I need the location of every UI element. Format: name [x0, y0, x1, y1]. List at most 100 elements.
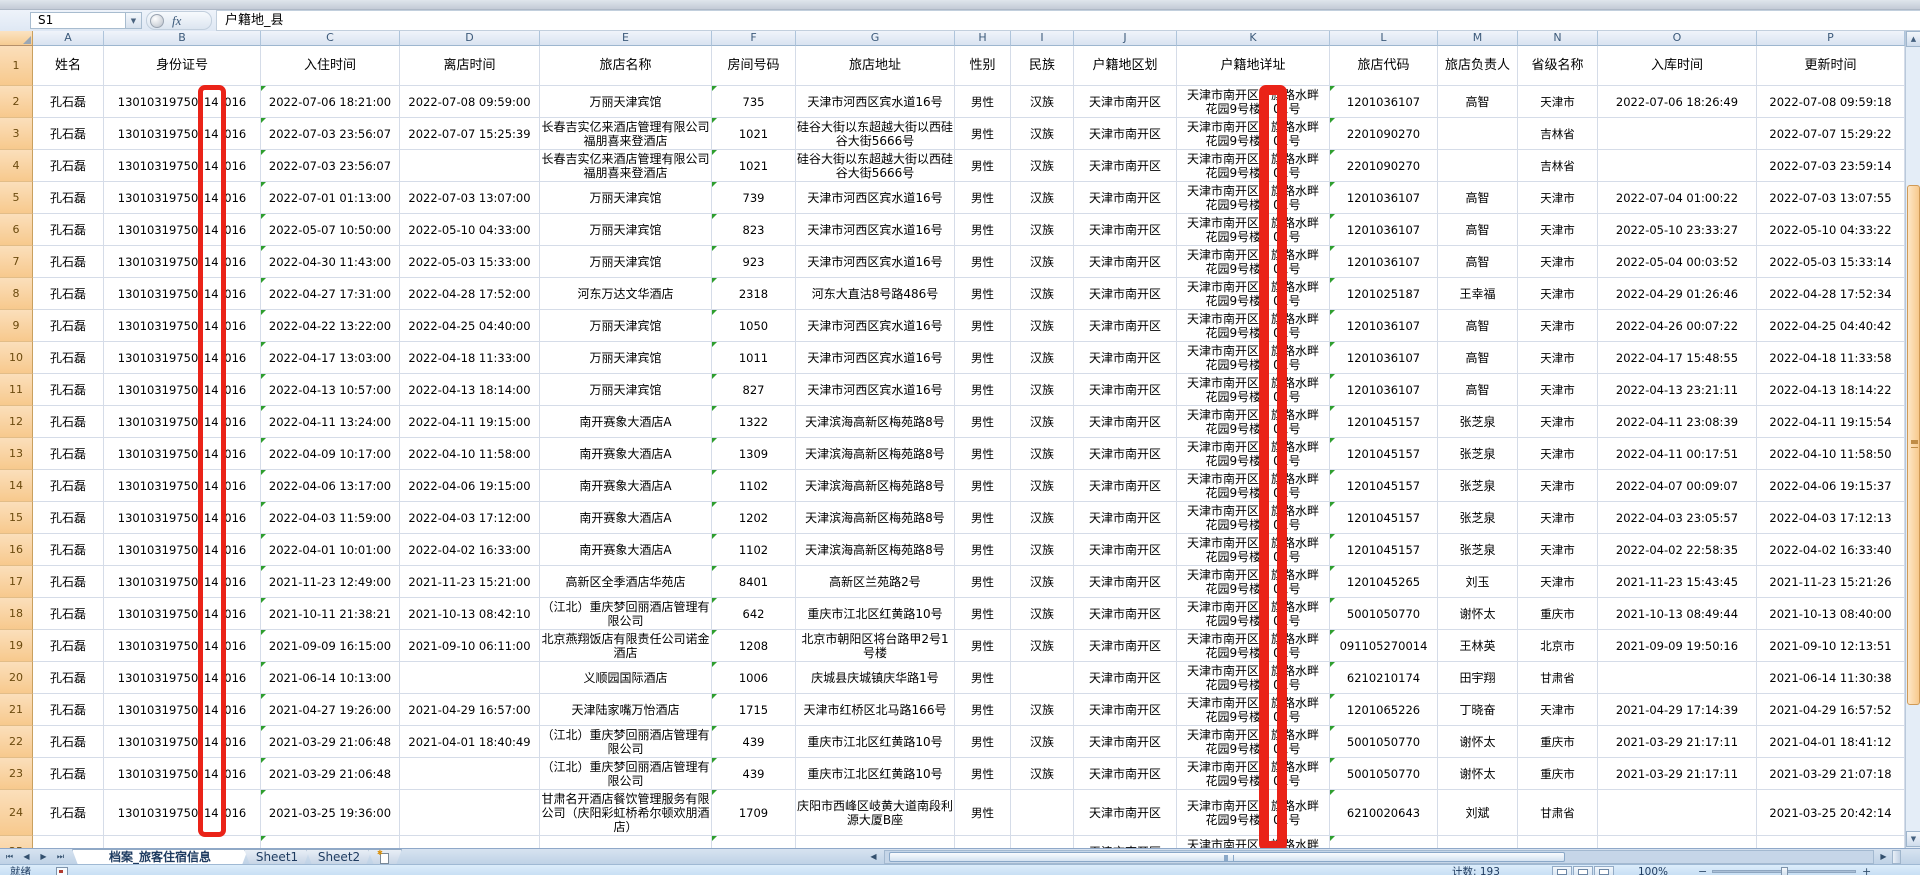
macro-record-icon[interactable] — [56, 867, 68, 875]
cell-P12[interactable]: 2022-04-11 19:15:54 — [1757, 406, 1905, 438]
cell-K10[interactable]: 天津市南开区 旗路水畔 花园9号楼 01号 — [1177, 342, 1330, 374]
cell-H10[interactable]: 男性 — [955, 342, 1011, 374]
row-header-1[interactable]: 1 — [0, 46, 33, 86]
cell-H18[interactable]: 男性 — [955, 598, 1011, 630]
cell-A2[interactable]: 孔石磊 — [33, 86, 104, 118]
cell-G14[interactable]: 天津滨海高新区梅苑路8号 — [796, 470, 955, 502]
cell-J10[interactable]: 天津市南开区 — [1074, 342, 1177, 374]
cell-A16[interactable]: 孔石磊 — [33, 534, 104, 566]
cell-L4[interactable]: 2201090270 — [1330, 150, 1438, 182]
cell-C6[interactable]: 2022-05-07 10:50:00 — [261, 214, 400, 246]
cell-G16[interactable]: 天津滨海高新区梅苑路8号 — [796, 534, 955, 566]
cell-K7[interactable]: 天津市南开区 旗路水畔 花园9号楼 01号 — [1177, 246, 1330, 278]
cell-C19[interactable]: 2021-09-09 16:15:00 — [261, 630, 400, 662]
cell-L8[interactable]: 1201025187 — [1330, 278, 1438, 310]
col-header-L[interactable]: L — [1330, 31, 1438, 46]
cell-E11[interactable]: 万丽天津宾馆 — [540, 374, 712, 406]
cell-N14[interactable]: 天津市 — [1518, 470, 1598, 502]
insert-worksheet-tab[interactable] — [368, 849, 402, 865]
cell-B24[interactable]: 13010319750 14 016 — [104, 790, 261, 836]
vertical-scroll-thumb[interactable] — [1907, 185, 1920, 705]
cell-I7[interactable]: 汉族 — [1011, 246, 1074, 278]
cell-G21[interactable]: 天津市红桥区北马路166号 — [796, 694, 955, 726]
cell-D13[interactable]: 2022-04-10 11:58:00 — [400, 438, 540, 470]
cell-E16[interactable]: 南开赛象大酒店A — [540, 534, 712, 566]
cell-C13[interactable]: 2022-04-09 10:17:00 — [261, 438, 400, 470]
zoom-out-icon[interactable]: − — [1698, 865, 1708, 875]
cell-P4[interactable]: 2022-07-03 23:59:14 — [1757, 150, 1905, 182]
cell-F9[interactable]: 1050 — [712, 310, 796, 342]
cell-J18[interactable]: 天津市南开区 — [1074, 598, 1177, 630]
cell-F6[interactable]: 823 — [712, 214, 796, 246]
cell-F21[interactable]: 1715 — [712, 694, 796, 726]
cell-G17[interactable]: 高新区兰苑路2号 — [796, 566, 955, 598]
cell-K6[interactable]: 天津市南开区 旗路水畔 花园9号楼 01号 — [1177, 214, 1330, 246]
cell-K21[interactable]: 天津市南开区 旗路水畔 花园9号楼 01号 — [1177, 694, 1330, 726]
cell-N15[interactable]: 天津市 — [1518, 502, 1598, 534]
cell-P18[interactable]: 2021-10-13 08:40:00 — [1757, 598, 1905, 630]
cell-A20[interactable]: 孔石磊 — [33, 662, 104, 694]
cell-I16[interactable]: 汉族 — [1011, 534, 1074, 566]
cell-J5[interactable]: 天津市南开区 — [1074, 182, 1177, 214]
col-header-P[interactable]: P — [1757, 31, 1905, 46]
cell-E25[interactable] — [540, 836, 712, 848]
cell-K16[interactable]: 天津市南开区 旗路水畔 花园9号楼 01号 — [1177, 534, 1330, 566]
cell-N16[interactable]: 天津市 — [1518, 534, 1598, 566]
cell-O2[interactable]: 2022-07-06 18:26:49 — [1598, 86, 1757, 118]
row-header-16[interactable]: 16 — [0, 534, 33, 566]
cell-L3[interactable]: 2201090270 — [1330, 118, 1438, 150]
cell-H19[interactable]: 男性 — [955, 630, 1011, 662]
cell-A3[interactable]: 孔石磊 — [33, 118, 104, 150]
cell-G19[interactable]: 北京市朝阳区将台路甲2号1号楼 — [796, 630, 955, 662]
col-header-N[interactable]: N — [1518, 31, 1598, 46]
cell-A14[interactable]: 孔石磊 — [33, 470, 104, 502]
cell-I4[interactable]: 汉族 — [1011, 150, 1074, 182]
prev-sheet-button[interactable]: ◀ — [23, 852, 30, 861]
cell-L12[interactable]: 1201045157 — [1330, 406, 1438, 438]
cell-F2[interactable]: 735 — [712, 86, 796, 118]
cell-header-J1[interactable]: 户籍地区划 — [1074, 46, 1177, 86]
row-header-3[interactable]: 3 — [0, 118, 33, 150]
cell-D17[interactable]: 2021-11-23 15:21:00 — [400, 566, 540, 598]
cell-P23[interactable]: 2021-03-29 21:07:18 — [1757, 758, 1905, 790]
cell-L18[interactable]: 5001050770 — [1330, 598, 1438, 630]
cell-B18[interactable]: 13010319750 14 016 — [104, 598, 261, 630]
row-header-18[interactable]: 18 — [0, 598, 33, 630]
cell-C18[interactable]: 2021-10-11 21:38:21 — [261, 598, 400, 630]
cell-O20[interactable] — [1598, 662, 1757, 694]
cell-K24[interactable]: 天津市南开区 旗路水畔 花园9号楼 01号 — [1177, 790, 1330, 836]
cell-H7[interactable]: 男性 — [955, 246, 1011, 278]
cell-B9[interactable]: 13010319750 14 016 — [104, 310, 261, 342]
cell-M19[interactable]: 王林英 — [1438, 630, 1518, 662]
cell-M22[interactable]: 谢怀太 — [1438, 726, 1518, 758]
cell-C22[interactable]: 2021-03-29 21:06:48 — [261, 726, 400, 758]
cell-N13[interactable]: 天津市 — [1518, 438, 1598, 470]
cell-D20[interactable] — [400, 662, 540, 694]
cell-H14[interactable]: 男性 — [955, 470, 1011, 502]
cell-D23[interactable] — [400, 758, 540, 790]
col-header-C[interactable]: C — [261, 31, 400, 46]
cell-F15[interactable]: 1202 — [712, 502, 796, 534]
cell-E23[interactable]: （江北）重庆梦回丽酒店管理有限公司 — [540, 758, 712, 790]
cell-J17[interactable]: 天津市南开区 — [1074, 566, 1177, 598]
cell-B3[interactable]: 13010319750 14 016 — [104, 118, 261, 150]
cell-H13[interactable]: 男性 — [955, 438, 1011, 470]
zoom-slider-handle[interactable] — [1781, 867, 1788, 875]
row-header-11[interactable]: 11 — [0, 374, 33, 406]
cell-O15[interactable]: 2022-04-03 23:05:57 — [1598, 502, 1757, 534]
cell-C9[interactable]: 2022-04-22 13:22:00 — [261, 310, 400, 342]
cell-O10[interactable]: 2022-04-17 15:48:55 — [1598, 342, 1757, 374]
cell-N10[interactable]: 天津市 — [1518, 342, 1598, 374]
cell-J19[interactable]: 天津市南开区 — [1074, 630, 1177, 662]
cell-P3[interactable]: 2022-07-07 15:29:22 — [1757, 118, 1905, 150]
hscroll-left-icon[interactable]: ◀ — [870, 852, 877, 861]
cell-J16[interactable]: 天津市南开区 — [1074, 534, 1177, 566]
cell-D5[interactable]: 2022-07-03 13:07:00 — [400, 182, 540, 214]
cell-F23[interactable]: 439 — [712, 758, 796, 790]
cell-H24[interactable]: 男性 — [955, 790, 1011, 836]
cell-C3[interactable]: 2022-07-03 23:56:07 — [261, 118, 400, 150]
cell-P2[interactable]: 2022-07-08 09:59:18 — [1757, 86, 1905, 118]
cell-header-F1[interactable]: 房间号码 — [712, 46, 796, 86]
cell-header-I1[interactable]: 民族 — [1011, 46, 1074, 86]
cell-H6[interactable]: 男性 — [955, 214, 1011, 246]
